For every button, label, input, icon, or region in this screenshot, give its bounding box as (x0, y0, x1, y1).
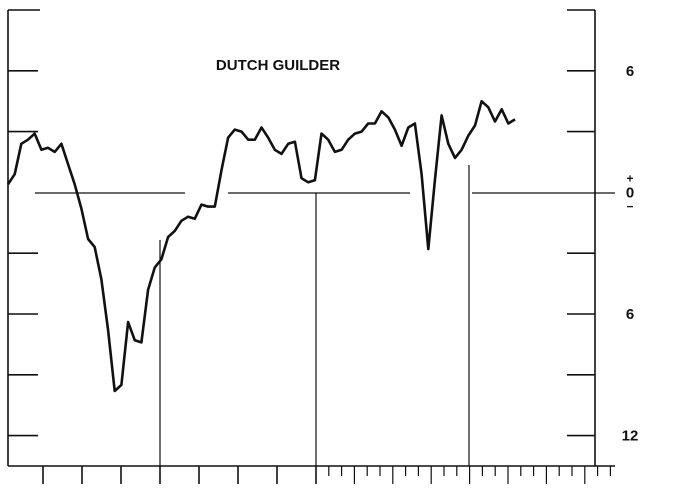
data-line (6, 99, 516, 393)
zero-sign: − (626, 200, 633, 214)
y-tick-label: 6 (626, 306, 634, 323)
y-tick-label: 6 (626, 63, 634, 80)
y-tick-label: 0 (626, 184, 634, 201)
chart-title: DUTCH GUILDER (216, 57, 340, 74)
frame (7, 9, 615, 467)
zero-sign: + (626, 172, 633, 186)
y-tick-label: 12 (622, 428, 639, 445)
